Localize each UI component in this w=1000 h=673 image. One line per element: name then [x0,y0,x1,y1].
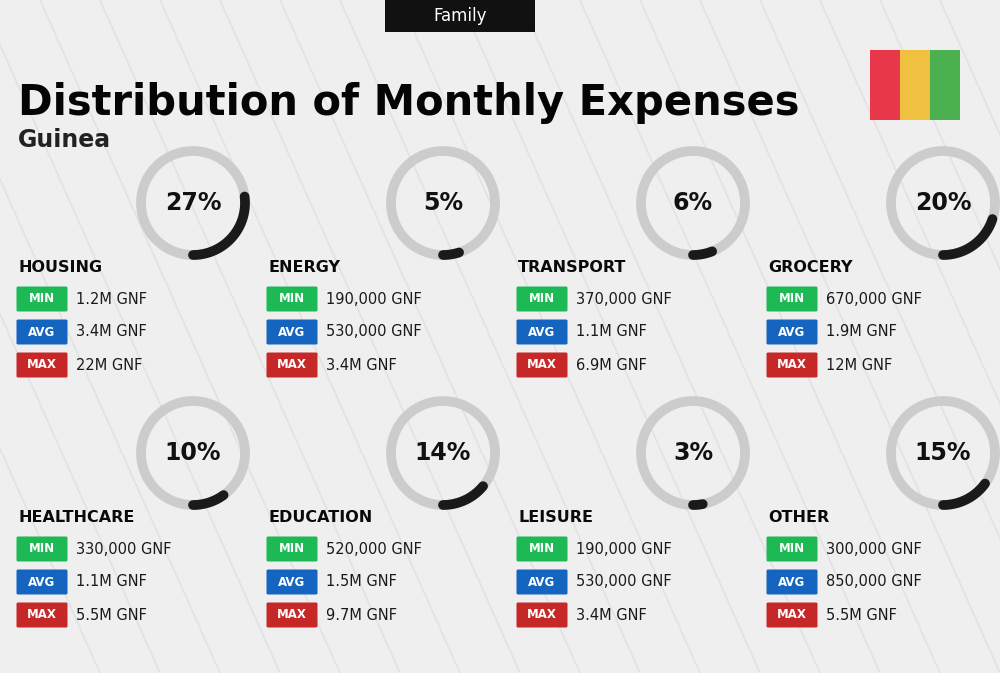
Text: 530,000 GNF: 530,000 GNF [576,575,672,590]
Text: 3.4M GNF: 3.4M GNF [76,324,147,339]
FancyBboxPatch shape [870,50,900,120]
Text: 6%: 6% [673,191,713,215]
Text: 300,000 GNF: 300,000 GNF [826,542,922,557]
Text: AVG: AVG [778,326,806,339]
Text: 3.4M GNF: 3.4M GNF [576,608,647,623]
Text: MAX: MAX [277,608,307,621]
Text: 15%: 15% [915,441,971,465]
Text: GROCERY: GROCERY [768,260,852,275]
Text: AVG: AVG [28,326,56,339]
Text: MIN: MIN [279,542,305,555]
Text: 27%: 27% [165,191,221,215]
Text: MAX: MAX [527,608,557,621]
FancyBboxPatch shape [767,320,818,345]
FancyBboxPatch shape [767,287,818,312]
Text: 670,000 GNF: 670,000 GNF [826,291,922,306]
Text: LEISURE: LEISURE [518,510,593,525]
FancyBboxPatch shape [930,50,960,120]
Text: OTHER: OTHER [768,510,829,525]
FancyBboxPatch shape [516,353,568,378]
Text: Guinea: Guinea [18,128,111,152]
Text: 6.9M GNF: 6.9M GNF [576,357,647,372]
Text: AVG: AVG [528,575,556,588]
FancyBboxPatch shape [900,50,930,120]
Text: 1.2M GNF: 1.2M GNF [76,291,147,306]
Text: MIN: MIN [29,293,55,306]
Text: MIN: MIN [529,542,555,555]
Text: HEALTHCARE: HEALTHCARE [18,510,134,525]
Text: AVG: AVG [778,575,806,588]
Text: 5%: 5% [423,191,463,215]
Text: 10%: 10% [165,441,221,465]
Text: MAX: MAX [277,359,307,371]
FancyBboxPatch shape [16,320,68,345]
Text: MAX: MAX [527,359,557,371]
FancyBboxPatch shape [767,536,818,561]
Text: EDUCATION: EDUCATION [268,510,372,525]
Text: 530,000 GNF: 530,000 GNF [326,324,422,339]
FancyBboxPatch shape [266,287,318,312]
Text: 3.4M GNF: 3.4M GNF [326,357,397,372]
Text: 1.5M GNF: 1.5M GNF [326,575,397,590]
Text: Family: Family [433,7,487,25]
Text: 850,000 GNF: 850,000 GNF [826,575,922,590]
Text: MAX: MAX [27,359,57,371]
Text: MAX: MAX [777,359,807,371]
FancyBboxPatch shape [385,0,535,32]
Text: 9.7M GNF: 9.7M GNF [326,608,397,623]
FancyBboxPatch shape [767,569,818,594]
Text: Distribution of Monthly Expenses: Distribution of Monthly Expenses [18,82,800,124]
Text: 14%: 14% [415,441,471,465]
Text: MAX: MAX [777,608,807,621]
FancyBboxPatch shape [767,602,818,627]
Text: MIN: MIN [29,542,55,555]
Text: 520,000 GNF: 520,000 GNF [326,542,422,557]
Text: HOUSING: HOUSING [18,260,102,275]
FancyBboxPatch shape [266,569,318,594]
Text: 5.5M GNF: 5.5M GNF [76,608,147,623]
FancyBboxPatch shape [16,287,68,312]
Text: AVG: AVG [278,326,306,339]
FancyBboxPatch shape [516,569,568,594]
Text: MIN: MIN [529,293,555,306]
Text: AVG: AVG [28,575,56,588]
Text: AVG: AVG [278,575,306,588]
FancyBboxPatch shape [16,569,68,594]
Text: 190,000 GNF: 190,000 GNF [576,542,672,557]
FancyBboxPatch shape [516,536,568,561]
Text: 190,000 GNF: 190,000 GNF [326,291,422,306]
Text: 1.9M GNF: 1.9M GNF [826,324,897,339]
Text: 12M GNF: 12M GNF [826,357,892,372]
FancyBboxPatch shape [516,287,568,312]
Text: MAX: MAX [27,608,57,621]
FancyBboxPatch shape [266,320,318,345]
Text: 330,000 GNF: 330,000 GNF [76,542,172,557]
Text: 1.1M GNF: 1.1M GNF [76,575,147,590]
Text: 3%: 3% [673,441,713,465]
FancyBboxPatch shape [16,602,68,627]
FancyBboxPatch shape [266,602,318,627]
Text: 5.5M GNF: 5.5M GNF [826,608,897,623]
FancyBboxPatch shape [266,536,318,561]
Text: TRANSPORT: TRANSPORT [518,260,626,275]
Text: MIN: MIN [779,542,805,555]
Text: MIN: MIN [279,293,305,306]
Text: 1.1M GNF: 1.1M GNF [576,324,647,339]
FancyBboxPatch shape [516,320,568,345]
Text: 20%: 20% [915,191,971,215]
FancyBboxPatch shape [16,536,68,561]
FancyBboxPatch shape [516,602,568,627]
FancyBboxPatch shape [266,353,318,378]
FancyBboxPatch shape [767,353,818,378]
Text: ENERGY: ENERGY [268,260,340,275]
FancyBboxPatch shape [16,353,68,378]
Text: MIN: MIN [779,293,805,306]
Text: 22M GNF: 22M GNF [76,357,142,372]
Text: 370,000 GNF: 370,000 GNF [576,291,672,306]
Text: AVG: AVG [528,326,556,339]
